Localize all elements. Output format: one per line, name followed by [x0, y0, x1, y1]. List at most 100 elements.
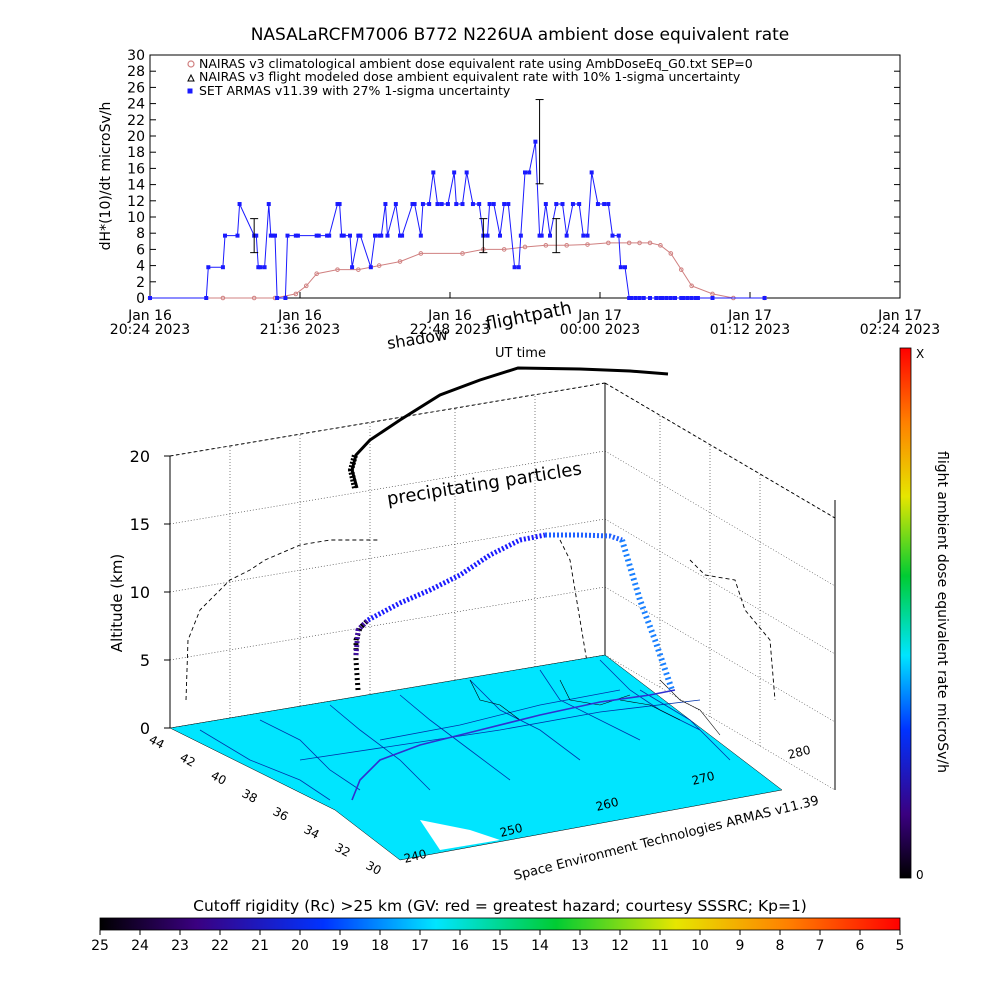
- nairas-point: [689, 283, 694, 289]
- armas-point: [498, 233, 502, 238]
- map-floor: [169, 654, 783, 861]
- nairas-point: [585, 242, 590, 247]
- armas-point: [266, 202, 271, 207]
- x-tick-label-line2: 02:24 2023: [860, 322, 940, 338]
- latitude-tick-label: 38: [240, 786, 260, 806]
- armas-point: [445, 202, 450, 207]
- nairas-point: [397, 259, 403, 264]
- y-tick-label: 4: [136, 259, 145, 275]
- legend: NAIRAS v3 climatological ambient dose eq…: [187, 56, 753, 98]
- armas-point: [285, 233, 290, 238]
- armas-point: [431, 170, 436, 175]
- latitude-tick-label: 32: [333, 840, 353, 860]
- legend-marker-nairas-flight: [187, 73, 195, 82]
- altitude-ticks: 0 5 10 15 20: [130, 447, 170, 738]
- armas-point: [629, 296, 634, 300]
- armas-point: [223, 233, 227, 238]
- nairas-point: [637, 240, 642, 246]
- colorbar-tick-label: 8: [776, 938, 785, 954]
- armas-point: [633, 296, 638, 300]
- colorbar-tick-label: 17: [411, 938, 429, 954]
- armas-point: [420, 202, 425, 207]
- armas-point: [206, 265, 211, 270]
- y-tick-label: 0: [136, 291, 145, 307]
- nairas-point: [543, 243, 549, 248]
- top-plot-frame: [149, 54, 901, 299]
- altitude-tick-label: 5: [140, 651, 150, 670]
- longitude-ticks: 240 250 260 270 280: [402, 743, 812, 866]
- longitude-tick-label: 280: [786, 743, 812, 762]
- colorbar-tick-label: 23: [171, 938, 189, 954]
- colorbar-tick-label: 7: [816, 938, 825, 954]
- armas-point: [689, 296, 694, 300]
- precipitating-particles-sheet: [150, 330, 835, 530]
- armas-point: [373, 233, 377, 238]
- armas-point: [350, 265, 355, 270]
- armas-point: [358, 233, 363, 238]
- latitude-tick-label: 44: [147, 732, 167, 752]
- latitude-tick-label: 36: [271, 804, 291, 824]
- x-tick-label-line1: Jan 16: [277, 308, 322, 324]
- armas-point: [710, 296, 715, 300]
- armas-point: [673, 296, 677, 300]
- altitude-tick-label: 20: [130, 447, 150, 466]
- armas-point: [506, 202, 511, 207]
- y-tick-label: 10: [127, 210, 145, 226]
- armas-point: [368, 265, 373, 270]
- armas-point: [695, 296, 700, 300]
- armas-point: [393, 202, 398, 207]
- armas-point: [275, 296, 280, 300]
- series-line-armas: [150, 141, 765, 299]
- armas-point: [595, 202, 600, 207]
- armas-point: [543, 202, 548, 207]
- shadow-flightpath-start: [347, 454, 358, 489]
- armas-point: [237, 202, 242, 207]
- x-tick-label-line2: 00:00 2023: [560, 322, 640, 338]
- y-tick-label: 8: [136, 226, 145, 242]
- armas-point: [523, 170, 527, 175]
- colorbar-tick-label: 24: [131, 938, 149, 954]
- armas-point: [452, 170, 457, 175]
- armas-point: [460, 202, 465, 207]
- armas-point: [658, 296, 663, 300]
- x-tick-label-line1: Jan 17: [877, 308, 922, 324]
- armas-point: [273, 233, 277, 238]
- armas-point: [470, 202, 475, 207]
- latitude-tick-label: 42: [178, 750, 198, 770]
- x-tick-label-line1: Jan 17: [727, 308, 772, 324]
- armas-point: [295, 233, 300, 238]
- legend-entry-armas: SET ARMAS v11.39 with 27% 1-sigma uncert…: [199, 83, 511, 98]
- y-tick-label: 12: [127, 194, 145, 210]
- longitude-tick-label: 250: [498, 821, 524, 840]
- armas-point: [527, 170, 532, 175]
- legend-entry-nairas-climatological: NAIRAS v3 climatological ambient dose eq…: [199, 56, 753, 71]
- armas-point: [427, 202, 432, 207]
- ut-time-label: UT time: [495, 346, 546, 361]
- armas-point: [623, 265, 627, 270]
- armas-point: [385, 233, 390, 238]
- colorbar-tick-label: 15: [491, 938, 509, 954]
- armas-point: [412, 202, 417, 207]
- x-tick-label-line1: Jan 16: [127, 308, 172, 324]
- armas-point: [454, 202, 459, 207]
- dose-rate-colorbar-top-label: X: [916, 347, 924, 361]
- latitude-ticks: 44 42 40 38 36 34 32 30: [147, 732, 384, 878]
- colorbar-tick-label: 9: [736, 938, 745, 954]
- legend-entry-nairas-flight: NAIRAS v3 flight modeled dose ambient eq…: [199, 69, 741, 84]
- cutoff-rigidity-ticks: 25 24 23 22 21 20 19 18 17 16 15 14 13 12 11 10 9 8 7 6 5: [91, 930, 904, 954]
- nairas-point: [460, 251, 465, 256]
- armas-point: [537, 233, 542, 238]
- altitude-axis-label: Altitude (km): [108, 554, 126, 652]
- y-tick-label: 6: [136, 242, 145, 258]
- armas-point: [554, 202, 559, 207]
- armas-point: [762, 296, 767, 300]
- cutoff-rigidity-colorbar: Cutoff rigidity (Rc) >25 km (GV: red = g…: [91, 897, 904, 954]
- colorbar-tick-label: 20: [291, 938, 309, 954]
- nairas-point: [501, 247, 507, 252]
- armas-point: [335, 202, 340, 207]
- armas-point: [533, 139, 538, 144]
- y-tick-label: 22: [127, 113, 145, 129]
